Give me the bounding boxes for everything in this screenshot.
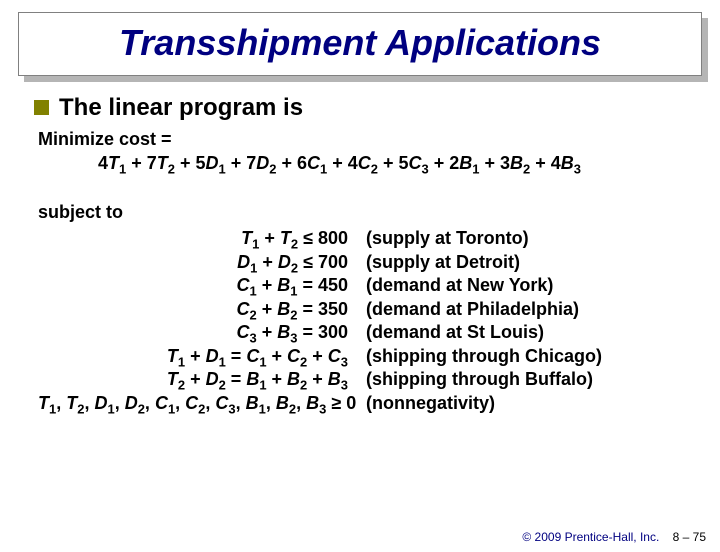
footer: © 2009 Prentice-Hall, Inc. 8 – 75 — [522, 530, 706, 544]
constraints-grid: T1 + T2 ≤ 800 (supply at Toronto) D1 + D2 … — [38, 227, 686, 414]
objective-function: 4T1 + 7T2 + 5D1 + 7D2 + 6C1 + 4C2 + 5C3 … — [98, 152, 686, 175]
constraint-lhs: C3 + B3 = 300 — [38, 321, 348, 344]
constraint-desc: (demand at Philadelphia) — [366, 298, 686, 321]
title-box: Transshipment Applications — [18, 12, 702, 76]
constraint-desc: (demand at New York) — [366, 274, 686, 297]
bullet-text: The linear program is — [59, 94, 303, 122]
square-bullet-icon — [34, 100, 49, 115]
constraint-lhs: C2 + B2 = 350 — [38, 298, 348, 321]
constraint-lhs: T1 + T2 ≤ 800 — [38, 227, 348, 250]
minimize-label: Minimize cost = — [38, 128, 686, 151]
constraint-desc: (shipping through Chicago) — [366, 345, 686, 368]
constraint-desc: (supply at Toronto) — [366, 227, 686, 250]
content-area: The linear program is Minimize cost = 4T… — [0, 76, 720, 415]
subject-to-label: subject to — [38, 201, 686, 224]
constraint-desc: (supply at Detroit) — [366, 251, 686, 274]
slide-title: Transshipment Applications — [33, 23, 687, 63]
constraint-desc: (demand at St Louis) — [366, 321, 686, 344]
constraint-lhs: T1 + D1 = C1 + C2 + C3 — [38, 345, 348, 368]
constraint-lhs: T2 + D2 = B1 + B2 + B3 — [38, 368, 348, 391]
lp-block: Minimize cost = 4T1 + 7T2 + 5D1 + 7D2 + … — [38, 128, 686, 415]
bullet-line: The linear program is — [34, 94, 686, 122]
constraint-lhs: C1 + B1 = 450 — [38, 274, 348, 297]
constraint-lhs: T1, T2, D1, D2, C1, C2, C3, B1, B2, B3 ≥… — [38, 392, 348, 415]
footer-page: 8 – 75 — [673, 530, 706, 544]
footer-copyright: © 2009 Prentice-Hall, Inc. — [522, 530, 659, 544]
constraint-desc: (shipping through Buffalo) — [366, 368, 686, 391]
constraint-desc: (nonnegativity) — [366, 392, 686, 415]
constraint-lhs: D1 + D2 ≤ 700 — [38, 251, 348, 274]
